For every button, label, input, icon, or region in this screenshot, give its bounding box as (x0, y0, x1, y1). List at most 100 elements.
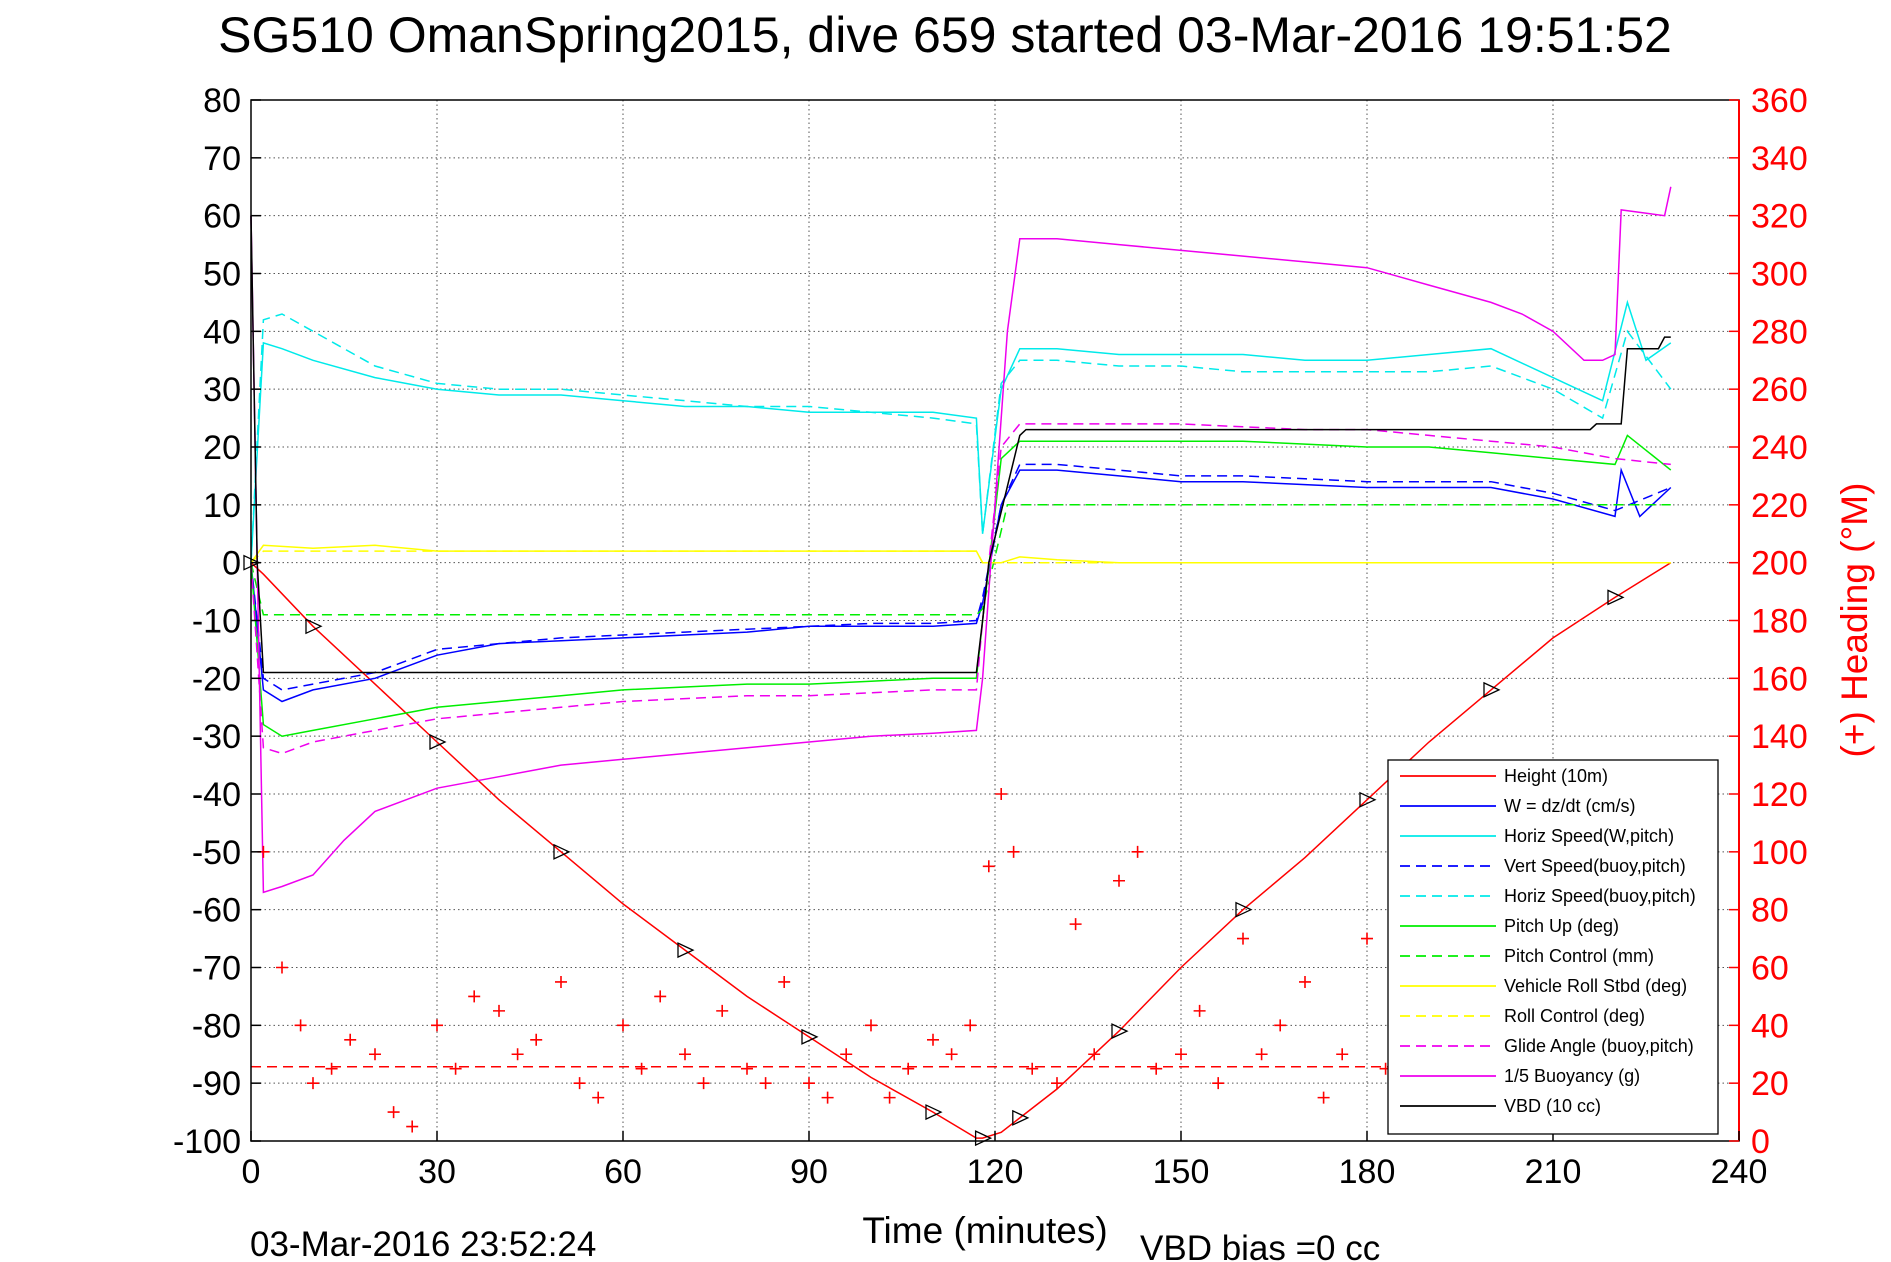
y-tick-label: 20 (203, 429, 241, 467)
heading-point (468, 990, 481, 1003)
series-horiz-speed-buoy-pitch (250, 313, 1672, 563)
footer-timestamp: 03-Mar-2016 23:52:24 (250, 1225, 596, 1262)
heading-point (276, 961, 288, 974)
legend-entry: Horiz Speed(buoy,pitch) (1504, 886, 1696, 906)
y-tick-label: -90 (192, 1065, 241, 1103)
heading-point (325, 1062, 338, 1075)
legend-box (1387, 759, 1719, 1135)
y-tick-label: -10 (192, 603, 241, 641)
y-tick-label: -70 (192, 950, 241, 988)
height-marker (1359, 791, 1377, 808)
legend-entry: Roll Control (deg) (1504, 1006, 1645, 1026)
height-marker (801, 1028, 819, 1045)
heading-point (803, 1077, 815, 1090)
heading-point (865, 1019, 877, 1032)
heading-point (530, 1033, 543, 1046)
heading-point (592, 1091, 605, 1104)
heading-point (679, 1048, 691, 1061)
heading-point (945, 1048, 958, 1061)
y-tick-label: -30 (192, 718, 241, 756)
right-tick-label: 360 (1751, 82, 1808, 120)
right-tick-label: 120 (1751, 776, 1808, 814)
heading-point (1255, 1048, 1268, 1061)
x-tick-label: 0 (242, 1153, 261, 1191)
legend-entry: VBD (10 cc) (1504, 1096, 1601, 1116)
series-vehicle-roll-stbd-deg (250, 544, 1671, 564)
heading-point (1007, 845, 1020, 858)
heading-point (1317, 1091, 1330, 1104)
heading-point (1274, 1019, 1287, 1032)
heading-point (840, 1048, 853, 1061)
series-vert-speed-buoy-pitch (250, 463, 1672, 691)
heading-point (902, 1062, 915, 1075)
heading-point (573, 1077, 586, 1090)
legend-entry: Vehicle Roll Stbd (deg) (1504, 976, 1687, 996)
y-tick-label: -20 (192, 660, 241, 698)
right-tick-label: 300 (1751, 256, 1808, 294)
heading-point (387, 1106, 400, 1119)
x-tick-label: 30 (418, 1153, 456, 1191)
height-marker (553, 843, 571, 860)
heading-point (555, 975, 567, 988)
height-marker (1483, 681, 1501, 698)
heading-point (1026, 1062, 1039, 1075)
right-tick-label: 80 (1751, 892, 1789, 930)
heading-point (1113, 874, 1125, 887)
right-tick-label: 60 (1751, 950, 1789, 988)
legend-entry: Pitch Up (deg) (1504, 916, 1619, 936)
legend-entry: 1/5 Buoyancy (g) (1504, 1066, 1640, 1086)
height-marker (925, 1104, 943, 1121)
heading-point (654, 990, 667, 1003)
heading-point (778, 975, 791, 988)
heading-point (294, 1019, 307, 1032)
series-roll-control-deg (250, 550, 1671, 564)
heading-point (759, 1077, 772, 1090)
heading-point (741, 1062, 753, 1075)
heading-point (617, 1019, 629, 1032)
right-tick-label: 220 (1751, 487, 1808, 525)
heading-point (821, 1091, 834, 1104)
height-markers (243, 554, 1625, 1147)
right-tick-label: 340 (1751, 140, 1808, 178)
x-axis-label: Time (minutes) (862, 1210, 1107, 1251)
x-tick-label: 150 (1153, 1153, 1210, 1191)
right-axis-ticks: 3603403203002802602402202001801601401201… (1729, 82, 1808, 1161)
right-tick-label: 320 (1751, 198, 1808, 236)
legend-entry: Horiz Speed(W,pitch) (1504, 826, 1674, 846)
x-tick-label: 120 (967, 1153, 1024, 1191)
x-tick-label: 60 (604, 1153, 642, 1191)
legend-entry: Vert Speed(buoy,pitch) (1504, 856, 1686, 876)
heading-point (344, 1033, 357, 1046)
right-axis-label: (+) Heading (°M) (1834, 483, 1875, 758)
x-tick-label: 180 (1339, 1153, 1396, 1191)
heading-point (964, 1019, 977, 1032)
series-glide-angle-buoy-pitch (250, 423, 1671, 755)
heading-point (995, 788, 1008, 800)
x-axis-ticks: 0 30 60 90 120 150 180 210 240 (242, 1131, 1767, 1191)
y-tick-label: 50 (203, 256, 241, 294)
legend: Height (10m) W = dz/dt (cm/s) Horiz Speed(… (1387, 759, 1719, 1135)
heading-point (493, 1004, 505, 1017)
right-tick-label: 100 (1751, 834, 1808, 872)
y-tick-label: -50 (192, 834, 241, 872)
series-horiz-speed-w-pitch (250, 299, 1672, 563)
heading-point (1193, 1004, 1206, 1017)
y-tick-label: 0 (222, 545, 241, 583)
legend-entry: W = dz/dt (cm/s) (1504, 796, 1636, 816)
heading-point (1212, 1077, 1225, 1090)
y-tick-label: 30 (203, 371, 241, 409)
y-tick-label: 70 (203, 140, 241, 178)
right-tick-label: 260 (1751, 371, 1808, 409)
right-tick-label: 280 (1751, 313, 1808, 351)
y-tick-label: 10 (203, 487, 241, 525)
heading-point (1336, 1048, 1349, 1061)
height-marker (1607, 589, 1625, 606)
y-tick-label: 80 (203, 82, 241, 120)
heading-point (1088, 1048, 1101, 1061)
heading-point (716, 1004, 729, 1017)
heading-point (1175, 1048, 1187, 1061)
series-pitch-control-mm (250, 504, 1671, 616)
heading-point (697, 1077, 710, 1090)
heading-point (1361, 932, 1373, 945)
